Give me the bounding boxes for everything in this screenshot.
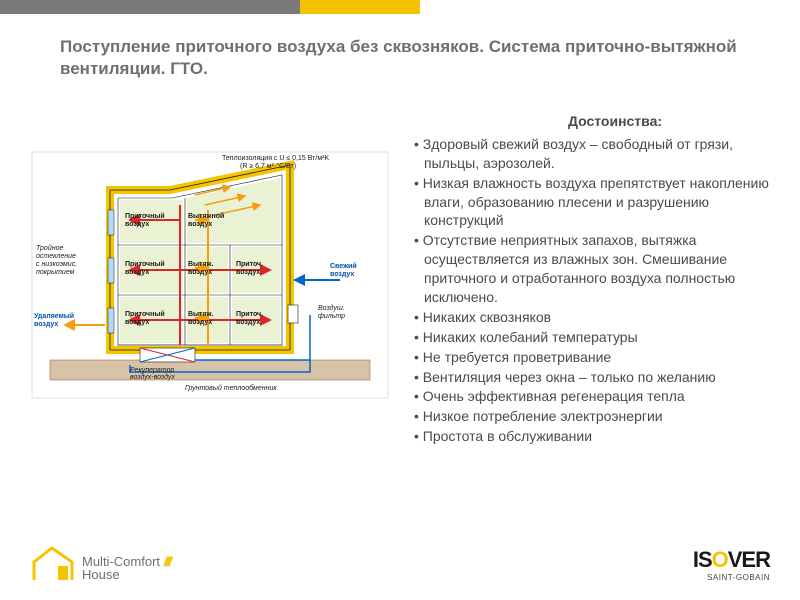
svg-text:покрытием: покрытием	[36, 269, 75, 276]
svg-text:воздух: воздух	[125, 269, 149, 276]
list-item: Вентиляция через окна – только по желани…	[410, 368, 780, 387]
svg-text:Приточ.: Приточ.	[236, 261, 263, 268]
list-item: Никаких сквозняков	[410, 308, 780, 327]
svg-text:Грунтовый теплообменник: Грунтовый теплообменник	[185, 384, 277, 392]
svg-text:Воздуш.: Воздуш.	[318, 304, 345, 312]
svg-text:воздух: воздух	[188, 269, 212, 276]
svg-text:воздух: воздух	[188, 319, 212, 326]
house-icon	[30, 542, 76, 582]
advantages-list: Здоровый свежий воздух – свободный от гр…	[410, 135, 780, 446]
list-item: Простота в обслуживании	[410, 427, 780, 446]
mch-line2: House	[82, 568, 170, 582]
list-item: Отсутствие неприятных запахов, вытяжка о…	[410, 231, 780, 307]
svg-text:воздух: воздух	[34, 321, 58, 328]
svg-text:Вытяж.: Вытяж.	[188, 311, 214, 318]
isover-sub: SAINT-GOBAIN	[693, 573, 770, 582]
advantages-block: Достоинства: Здоровый свежий воздух – св…	[410, 112, 780, 447]
list-item: Не требуется проветривание	[410, 348, 780, 367]
svg-text:Удаляемый: Удаляемый	[34, 312, 74, 320]
isover-logo: ISOVER SAINT-GOBAIN	[693, 547, 770, 582]
svg-text:Тройное: Тройное	[36, 244, 63, 252]
svg-text:воздух-воздух: воздух-воздух	[130, 373, 175, 381]
svg-text:Вытяжной: Вытяжной	[188, 212, 224, 220]
svg-text:воздух: воздух	[188, 221, 212, 228]
svg-text:воздух: воздух	[330, 271, 354, 278]
svg-text:Приточный: Приточный	[125, 212, 165, 220]
svg-text:Теплоизоляция с U ≤ 0,15 Вт/м²: Теплоизоляция с U ≤ 0,15 Вт/м²K	[222, 155, 329, 162]
svg-text:Вытяж.: Вытяж.	[188, 261, 214, 268]
svg-text:с низкоэмис.: с низкоэмис.	[36, 261, 77, 268]
svg-text:Свежий: Свежий	[330, 262, 357, 270]
advantages-heading: Достоинства:	[410, 112, 780, 131]
svg-text:Приточ.: Приточ.	[236, 311, 263, 318]
svg-text:воздух: воздух	[125, 221, 149, 228]
svg-text:воздух: воздух	[236, 319, 260, 326]
list-item: Никаких колебаний температуры	[410, 328, 780, 347]
top-stripe	[0, 0, 800, 14]
list-item: Очень эффективная регенерация тепла	[410, 387, 780, 406]
svg-text:Приточный: Приточный	[125, 310, 165, 318]
multi-comfort-house-logo: Multi-Comfort //// House	[30, 542, 170, 582]
svg-text:воздух: воздух	[236, 269, 260, 276]
svg-text:фильтр: фильтр	[318, 313, 345, 320]
ventilation-diagram: Приточный воздух Приточный воздух Приточ…	[30, 150, 390, 400]
svg-text:(R ≥ 6,7 м²·°С/Вт): (R ≥ 6,7 м²·°С/Вт)	[240, 162, 296, 170]
svg-text:Приточный: Приточный	[125, 260, 165, 268]
svg-text:остекление: остекление	[36, 253, 76, 260]
list-item: Низкое потребление электроэнергии	[410, 407, 780, 426]
stripes-icon: ////	[164, 554, 170, 569]
page-title: Поступление приточного воздуха без сквоз…	[60, 36, 740, 80]
svg-text:воздух: воздух	[125, 319, 149, 326]
svg-text:Рекуператор: Рекуператор	[130, 367, 174, 374]
isover-brand-text: ISOVER	[693, 547, 770, 572]
list-item: Здоровый свежий воздух – свободный от гр…	[410, 135, 780, 173]
list-item: Низкая влажность воздуха препятствует на…	[410, 174, 780, 231]
